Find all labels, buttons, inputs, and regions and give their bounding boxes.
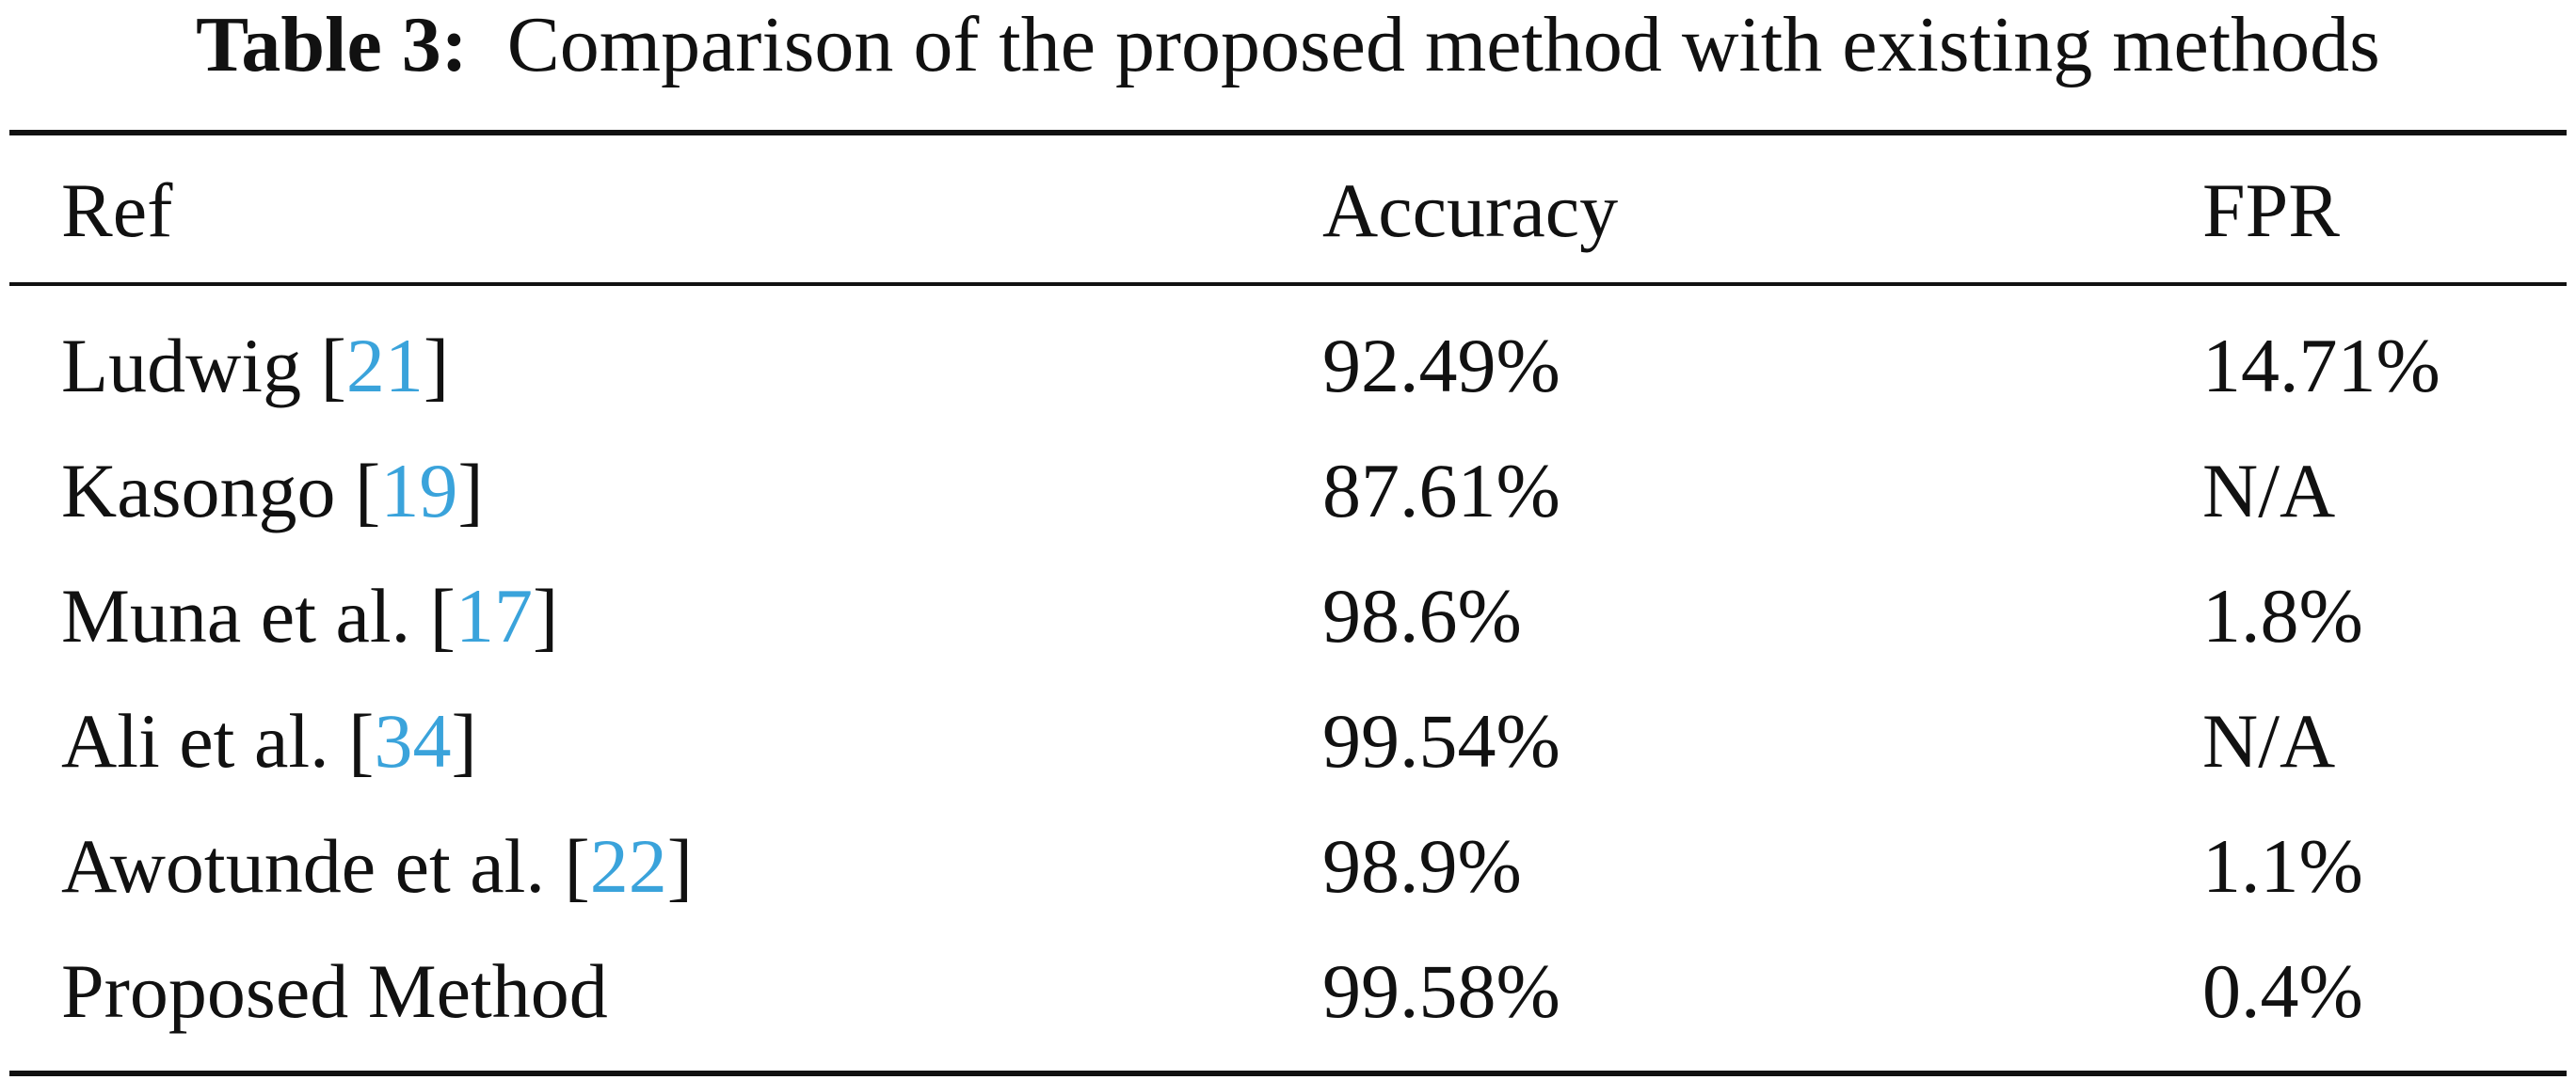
- table-row-ref: Ali et al. [34]: [61, 698, 477, 784]
- table-row-fpr: N/A: [2202, 698, 2336, 784]
- ref-name: Kasongo: [61, 448, 336, 533]
- citation-link[interactable]: 34: [374, 698, 452, 784]
- table-row-ref: Proposed Method: [61, 948, 608, 1034]
- table-top-rule: [9, 130, 2567, 135]
- table-row-accuracy: 98.6%: [1322, 573, 1522, 659]
- table-row-ref: Awotunde et al. [22]: [61, 823, 694, 909]
- table-row-accuracy: 99.58%: [1322, 948, 1560, 1034]
- citation-link[interactable]: 22: [589, 823, 667, 909]
- ref-name: Ali et al.: [61, 698, 329, 784]
- table-row-fpr: N/A: [2202, 448, 2336, 533]
- table-row-fpr: 0.4%: [2202, 948, 2363, 1034]
- header-fpr: FPR: [2202, 167, 2340, 253]
- citation-link[interactable]: 17: [455, 573, 533, 659]
- table-caption: Table 3: Comparison of the proposed meth…: [0, 0, 2576, 90]
- ref-name: Muna et al.: [61, 573, 411, 659]
- table-bottom-rule: [9, 1071, 2567, 1076]
- table-header-rule: [9, 282, 2567, 286]
- table-row-ref: Muna et al. [17]: [61, 573, 559, 659]
- table-row-fpr: 1.8%: [2202, 573, 2363, 659]
- citation-link[interactable]: 19: [380, 448, 458, 533]
- table-row-accuracy: 98.9%: [1322, 823, 1522, 909]
- header-ref: Ref: [61, 167, 173, 253]
- table-row-ref: Kasongo [19]: [61, 448, 484, 533]
- header-accuracy: Accuracy: [1322, 167, 1619, 253]
- table-row-ref: Ludwig [21]: [61, 323, 450, 408]
- table-caption-text: Comparison of the proposed method with e…: [506, 1, 2380, 88]
- table-row-fpr: 1.1%: [2202, 823, 2363, 909]
- table-row-accuracy: 87.61%: [1322, 448, 1560, 533]
- table-caption-label: Table 3:: [196, 1, 468, 88]
- table-row-accuracy: 99.54%: [1322, 698, 1560, 784]
- ref-name: Ludwig: [61, 323, 302, 408]
- ref-name: Awotunde et al.: [61, 823, 545, 909]
- citation-link[interactable]: 21: [345, 323, 424, 408]
- table-row-accuracy: 92.49%: [1322, 323, 1560, 408]
- table-row-fpr: 14.71%: [2202, 323, 2440, 408]
